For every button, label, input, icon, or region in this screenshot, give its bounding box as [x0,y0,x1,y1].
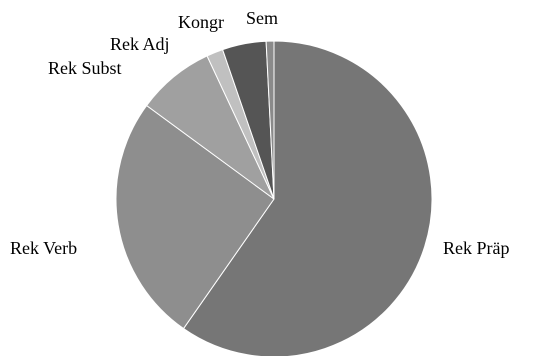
pie-slice-sem [265,40,275,200]
pie-label-rek-adj: Rek Adj [110,34,170,54]
pie-label-rek-verb: Rek Verb [10,238,77,258]
pie-label-kongr: Kongr [178,12,224,32]
pie-label-rek-subst: Rek Subst [48,58,122,78]
pie-slice-rek-verb [115,104,275,330]
pie-slices [115,40,433,358]
pie-label-rek-pr-p: Rek Präp [443,238,510,258]
pie-labels: Rek Präp Rek Verb Rek Subst Rek Adj Kongr Sem [10,8,510,258]
pie-label-sem: Sem [246,8,278,28]
